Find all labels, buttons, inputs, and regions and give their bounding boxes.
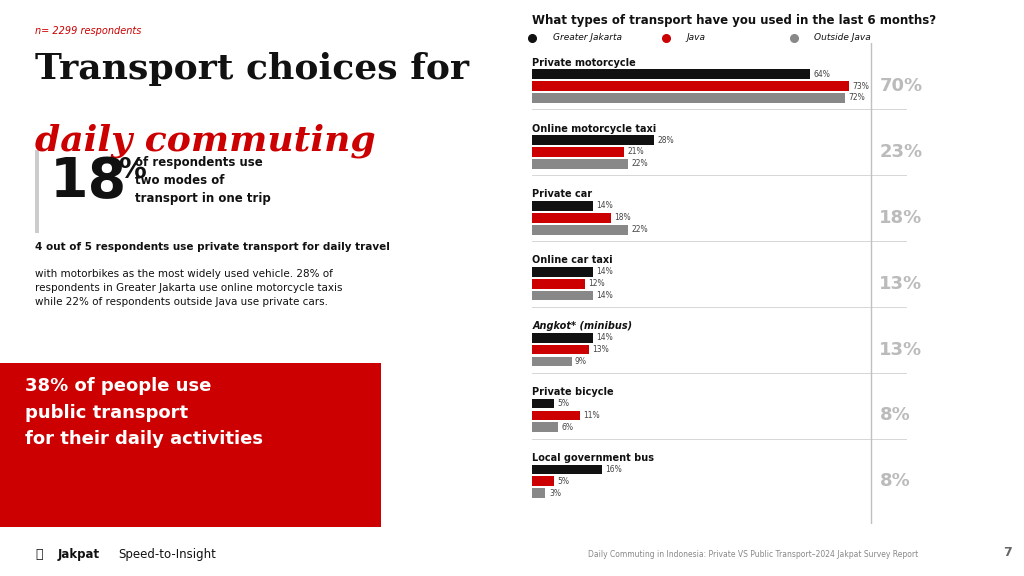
Text: Local government bus: Local government bus (532, 453, 654, 463)
Text: 72%: 72% (848, 93, 865, 103)
Bar (532, 279, 585, 289)
Text: Private car: Private car (532, 190, 593, 199)
Text: 13%: 13% (880, 340, 923, 359)
Text: 5%: 5% (558, 477, 569, 486)
Bar (35, 150, 39, 233)
Bar (532, 291, 593, 301)
Bar (532, 399, 554, 408)
Text: 13%: 13% (880, 275, 923, 293)
Text: 22%: 22% (632, 225, 648, 234)
Text: Transport choices for: Transport choices for (35, 52, 469, 86)
Text: 11%: 11% (584, 411, 600, 420)
Text: n= 2299 respondents: n= 2299 respondents (35, 26, 141, 36)
Bar (532, 69, 810, 79)
Text: 23%: 23% (880, 143, 923, 161)
Text: Private bicycle: Private bicycle (532, 387, 614, 397)
Text: 21%: 21% (627, 147, 644, 157)
Text: What types of transport have you used in the last 6 months?: What types of transport have you used in… (532, 14, 937, 26)
Bar (532, 213, 610, 223)
Bar (532, 476, 554, 486)
Text: of respondents use
two modes of
transport in one trip: of respondents use two modes of transpor… (135, 156, 271, 204)
Text: Online motorcycle taxi: Online motorcycle taxi (532, 123, 656, 134)
Text: 16%: 16% (605, 465, 623, 474)
Bar (532, 201, 593, 211)
Text: Online car taxi: Online car taxi (532, 255, 613, 266)
Text: 14%: 14% (597, 202, 613, 210)
Text: %: % (118, 156, 145, 184)
Bar (532, 135, 654, 145)
Text: Greater Jakarta: Greater Jakarta (553, 33, 622, 43)
Bar (532, 422, 558, 432)
Text: 18%: 18% (880, 209, 923, 227)
Text: 7: 7 (1002, 545, 1012, 559)
Bar (532, 81, 849, 91)
Bar (532, 267, 593, 276)
Text: 28%: 28% (657, 135, 674, 145)
Text: 8%: 8% (880, 407, 910, 425)
Text: 3%: 3% (549, 488, 561, 498)
Text: Private motorcycle: Private motorcycle (532, 58, 636, 67)
Text: 9%: 9% (575, 357, 587, 366)
Text: 13%: 13% (592, 345, 609, 354)
Bar (532, 333, 593, 343)
Text: 8%: 8% (880, 472, 910, 490)
Bar (532, 225, 628, 234)
Text: daily commuting: daily commuting (35, 124, 376, 158)
Text: ⦿: ⦿ (35, 548, 43, 560)
Text: 73%: 73% (853, 82, 869, 90)
Text: Outside Java: Outside Java (814, 33, 870, 43)
Text: 70%: 70% (880, 77, 923, 95)
Text: 14%: 14% (597, 267, 613, 276)
Bar (532, 93, 845, 103)
Text: 5%: 5% (558, 399, 569, 408)
Text: Java: Java (686, 33, 706, 43)
Text: with motorbikes as the most widely used vehicle. 28% of
respondents in Greater J: with motorbikes as the most widely used … (35, 269, 343, 307)
Bar (532, 357, 571, 366)
Text: 38% of people use
public transport
for their daily activities: 38% of people use public transport for t… (25, 377, 263, 448)
Text: 14%: 14% (597, 333, 613, 342)
Text: 4 out of 5 respondents use private transport for daily travel: 4 out of 5 respondents use private trans… (35, 242, 390, 252)
Bar (0, 363, 381, 527)
Text: 18%: 18% (614, 213, 631, 222)
Text: 18: 18 (50, 156, 127, 210)
Bar (532, 147, 624, 157)
Text: 14%: 14% (597, 291, 613, 300)
Text: 12%: 12% (588, 279, 604, 288)
Text: 22%: 22% (632, 160, 648, 168)
Text: Daily Commuting in Indonesia: Private VS Public Transport–2024 Jakpat Survey Rep: Daily Commuting in Indonesia: Private VS… (588, 550, 918, 559)
Text: Jakpat: Jakpat (57, 548, 99, 560)
Text: Speed-to-Insight: Speed-to-Insight (118, 548, 216, 560)
Text: 64%: 64% (813, 70, 830, 79)
Text: 6%: 6% (562, 423, 574, 432)
Bar (532, 488, 546, 498)
Bar (532, 344, 589, 354)
Text: Angkot* (minibus): Angkot* (minibus) (532, 321, 633, 331)
Bar (532, 411, 581, 420)
Bar (532, 159, 628, 169)
Bar (532, 465, 602, 475)
